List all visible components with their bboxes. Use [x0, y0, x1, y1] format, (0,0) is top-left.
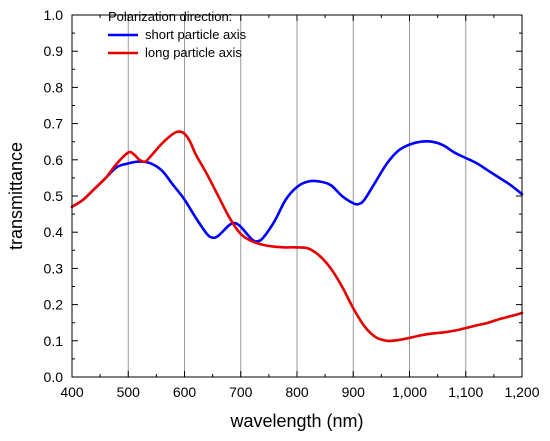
y-tick-label: 0.3 [44, 260, 64, 276]
x-axis-title: wavelength (nm) [229, 411, 363, 431]
legend: Polarization direction: short particle a… [108, 9, 247, 60]
x-tick-label: 1,000 [392, 384, 427, 400]
y-tick-label: 0.4 [44, 224, 64, 240]
legend-label-short-axis: short particle axis [145, 27, 247, 42]
y-tick-label: 0.2 [44, 297, 64, 313]
series-line-short-particle-axis [70, 139, 524, 243]
y-tick-label: 0.8 [44, 79, 64, 95]
legend-title: Polarization direction: [108, 9, 232, 24]
legend-label-long-axis: long particle axis [145, 45, 242, 60]
x-tick-label: 600 [173, 384, 197, 400]
series-layer [70, 130, 524, 343]
x-tick-label: 1,100 [448, 384, 483, 400]
x-tick-label: 900 [342, 384, 366, 400]
x-tick-label: 800 [285, 384, 309, 400]
y-tick-label: 0.5 [44, 188, 64, 204]
y-tick-label: 0.1 [44, 333, 64, 349]
x-tick-label: 400 [60, 384, 84, 400]
y-tick-label: 0.9 [44, 43, 64, 59]
gridlines [127, 15, 467, 377]
series-line-long-particle-axis [70, 130, 524, 343]
axes: 400 500 600 700 800 900 1,000 1,100 1,200 0.0 0.1 0… [44, 7, 540, 400]
y-tick-label: 1.0 [44, 7, 64, 23]
y-tick-label: 0.0 [44, 369, 64, 385]
x-tick-label: 1,200 [504, 384, 539, 400]
y-tick-label: 0.6 [44, 152, 64, 168]
x-tick-label: 700 [229, 384, 253, 400]
x-tick-label: 500 [117, 384, 141, 400]
y-tick-label: 0.7 [44, 116, 64, 132]
y-axis-title: transmittance [6, 142, 26, 250]
